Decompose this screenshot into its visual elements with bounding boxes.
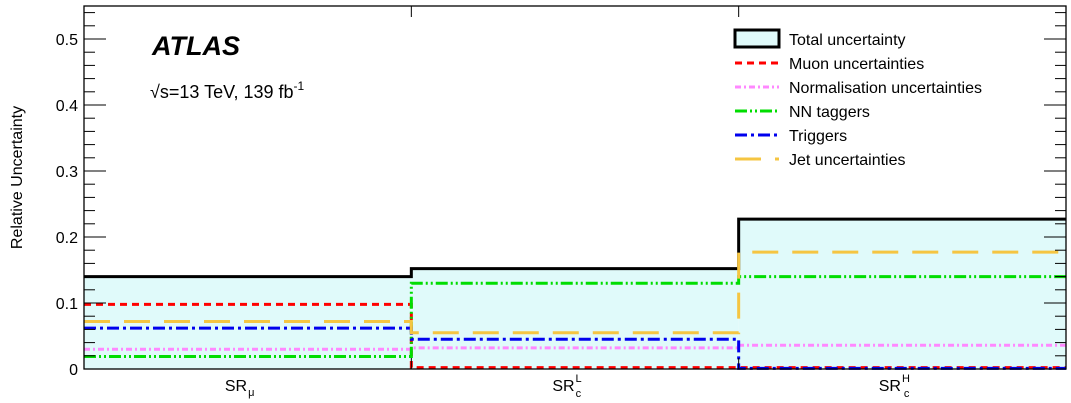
- x-category-superscript: L: [576, 373, 582, 385]
- y-axis-label: Relative Uncertainty: [9, 106, 26, 249]
- legend-swatch-total-uncertainty: [733, 28, 781, 49]
- energy-text: √s=13 TeV, 139 fb: [150, 82, 294, 102]
- energy-lumi-label: √s=13 TeV, 139 fb-1: [150, 79, 304, 102]
- y-tick-label: 0.3: [56, 164, 78, 181]
- legend-label-triggers: Triggers: [789, 128, 847, 145]
- x-category-label: SRμ: [225, 378, 255, 399]
- y-tick-label: 0: [69, 362, 78, 379]
- legend: Total uncertainty Muon uncertainties Norma…: [733, 28, 982, 169]
- legend-label-nn-taggers: NN taggers: [789, 104, 870, 121]
- total-uncertainty-band-layer: [84, 219, 1066, 369]
- x-category-base: SR: [225, 378, 247, 395]
- y-tick-label: 0.4: [56, 98, 78, 115]
- series-line-normalisation-uncertainties: [84, 343, 1066, 351]
- legend-label-muon-uncertainties: Muon uncertainties: [789, 56, 924, 73]
- x-category-superscript: H: [902, 373, 910, 385]
- y-tick-label: 0.5: [56, 32, 78, 49]
- legend-label-normalisation-uncertainties: Normalisation uncertainties: [789, 80, 982, 97]
- x-category-base: SR: [879, 378, 901, 395]
- x-category-label: SRH c: [879, 373, 910, 400]
- tick-layer: 0 0.1 0.2 0.3 0.4 0.5: [56, 6, 1066, 379]
- series-line-jet-uncertainties: [84, 250, 1066, 335]
- legend-label-total-uncertainty: Total uncertainty: [789, 32, 906, 49]
- series-line-total-uncertainty: [84, 217, 1066, 279]
- total-band-bin-2: [411, 268, 739, 369]
- energy-unit-superscript: -1: [294, 79, 305, 93]
- experiment-label: ATLAS: [151, 31, 240, 61]
- legend-label-jet-uncertainties: Jet uncertainties: [789, 152, 906, 169]
- x-category-subscript: μ: [248, 387, 254, 399]
- x-category-base: SR: [552, 378, 574, 395]
- x-category-label: SRL c: [552, 373, 581, 400]
- plot-frame: [83, 5, 1067, 370]
- x-category-subscript: c: [576, 388, 582, 400]
- y-tick-label: 0.2: [56, 230, 78, 247]
- x-category-subscript: c: [904, 388, 910, 400]
- x-category-labels: SRμ SRL c SRH c: [225, 373, 910, 400]
- y-tick-label: 0.1: [56, 296, 78, 313]
